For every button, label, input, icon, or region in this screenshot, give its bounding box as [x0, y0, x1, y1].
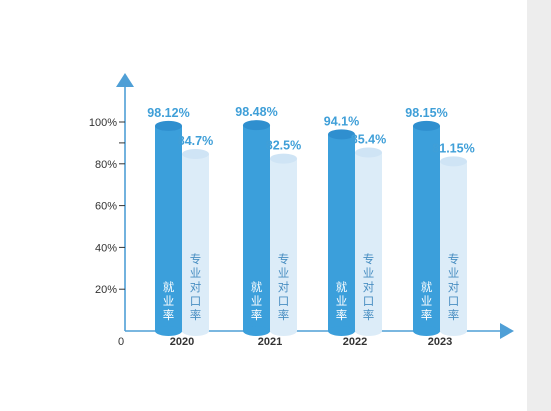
data-label: 85.4% — [351, 133, 386, 147]
bar-top — [155, 120, 182, 131]
x-tick-label: 2020 — [170, 336, 194, 348]
bar-major-match-rate-2020: 专业对口率 — [182, 148, 209, 336]
bar-base — [413, 326, 440, 336]
bar-body — [328, 134, 355, 331]
right-margin-strip — [527, 0, 551, 411]
bar-series-label: 就业率 — [421, 280, 433, 322]
bar-major-match-rate-2022: 专业对口率 — [355, 147, 382, 336]
y-tick-label: 80% — [95, 159, 117, 171]
origin-label: 0 — [118, 336, 124, 348]
bar-body — [413, 125, 440, 331]
data-label: 98.15% — [405, 106, 447, 120]
bar-employment-rate-2022: 就业率 — [328, 129, 355, 336]
bar-employment-rate-2023: 就业率 — [413, 120, 440, 336]
bar-top — [328, 129, 355, 140]
bar-body — [440, 161, 467, 331]
chart-bars: 就业率 专业对口率 就业率 专业对口率 就业率 专业对口率 就业率 专业对口率 — [155, 120, 467, 336]
bar-top — [243, 120, 270, 131]
bar-base — [355, 326, 382, 336]
bar-major-match-rate-2021: 专业对口率 — [270, 153, 297, 336]
bar-top — [440, 156, 467, 167]
y-axis-ticks: 0 20% 40% 60% 80% 100% — [89, 117, 125, 348]
bar-series-label: 就业率 — [163, 280, 175, 322]
bar-body — [355, 152, 382, 331]
chart-labels: 98.12% 84.7% 2020 98.48% 82.5% 2021 94.1% 85.4%… — [147, 105, 474, 348]
data-label: 94.1% — [324, 114, 359, 128]
bar-top — [182, 148, 209, 159]
x-tick-label: 2023 — [428, 336, 452, 348]
bar-base — [440, 326, 467, 336]
bar-body — [182, 153, 209, 331]
bar-top — [355, 147, 382, 158]
bar-base — [182, 326, 209, 336]
bar-series-label: 专业对口率 — [363, 252, 375, 322]
y-tick-label: 60% — [95, 201, 117, 213]
bar-base — [243, 326, 270, 336]
bar-base — [155, 326, 182, 336]
data-label: 84.7% — [178, 134, 213, 148]
data-label: 82.5% — [266, 139, 301, 153]
bar-major-match-rate-2023: 专业对口率 — [440, 156, 467, 336]
bar-base — [270, 326, 297, 336]
bar-employment-rate-2021: 就业率 — [243, 120, 270, 336]
bar-series-label: 就业率 — [336, 280, 348, 322]
bar-top — [270, 153, 297, 164]
y-tick-label: 20% — [95, 284, 117, 296]
y-axis-arrow — [116, 73, 134, 87]
y-tick-label: 40% — [95, 242, 117, 254]
bar-base — [328, 326, 355, 336]
x-tick-label: 2022 — [343, 336, 367, 348]
bar-body — [243, 125, 270, 331]
data-label: 98.48% — [235, 105, 277, 119]
bar-body — [270, 158, 297, 331]
bar-body — [155, 125, 182, 331]
bar-series-label: 专业对口率 — [190, 252, 202, 322]
x-tick-label: 2021 — [258, 336, 282, 348]
x-axis-arrow — [500, 323, 514, 339]
bar-series-label: 专业对口率 — [448, 252, 460, 322]
bar-series-label: 专业对口率 — [278, 252, 290, 322]
y-tick-label: 100% — [89, 117, 117, 129]
bar-series-label: 就业率 — [251, 280, 263, 322]
data-label: 81.15% — [432, 141, 474, 155]
data-label: 98.12% — [147, 106, 189, 120]
bar-employment-rate-2020: 就业率 — [155, 120, 182, 336]
bar-top — [413, 120, 440, 131]
